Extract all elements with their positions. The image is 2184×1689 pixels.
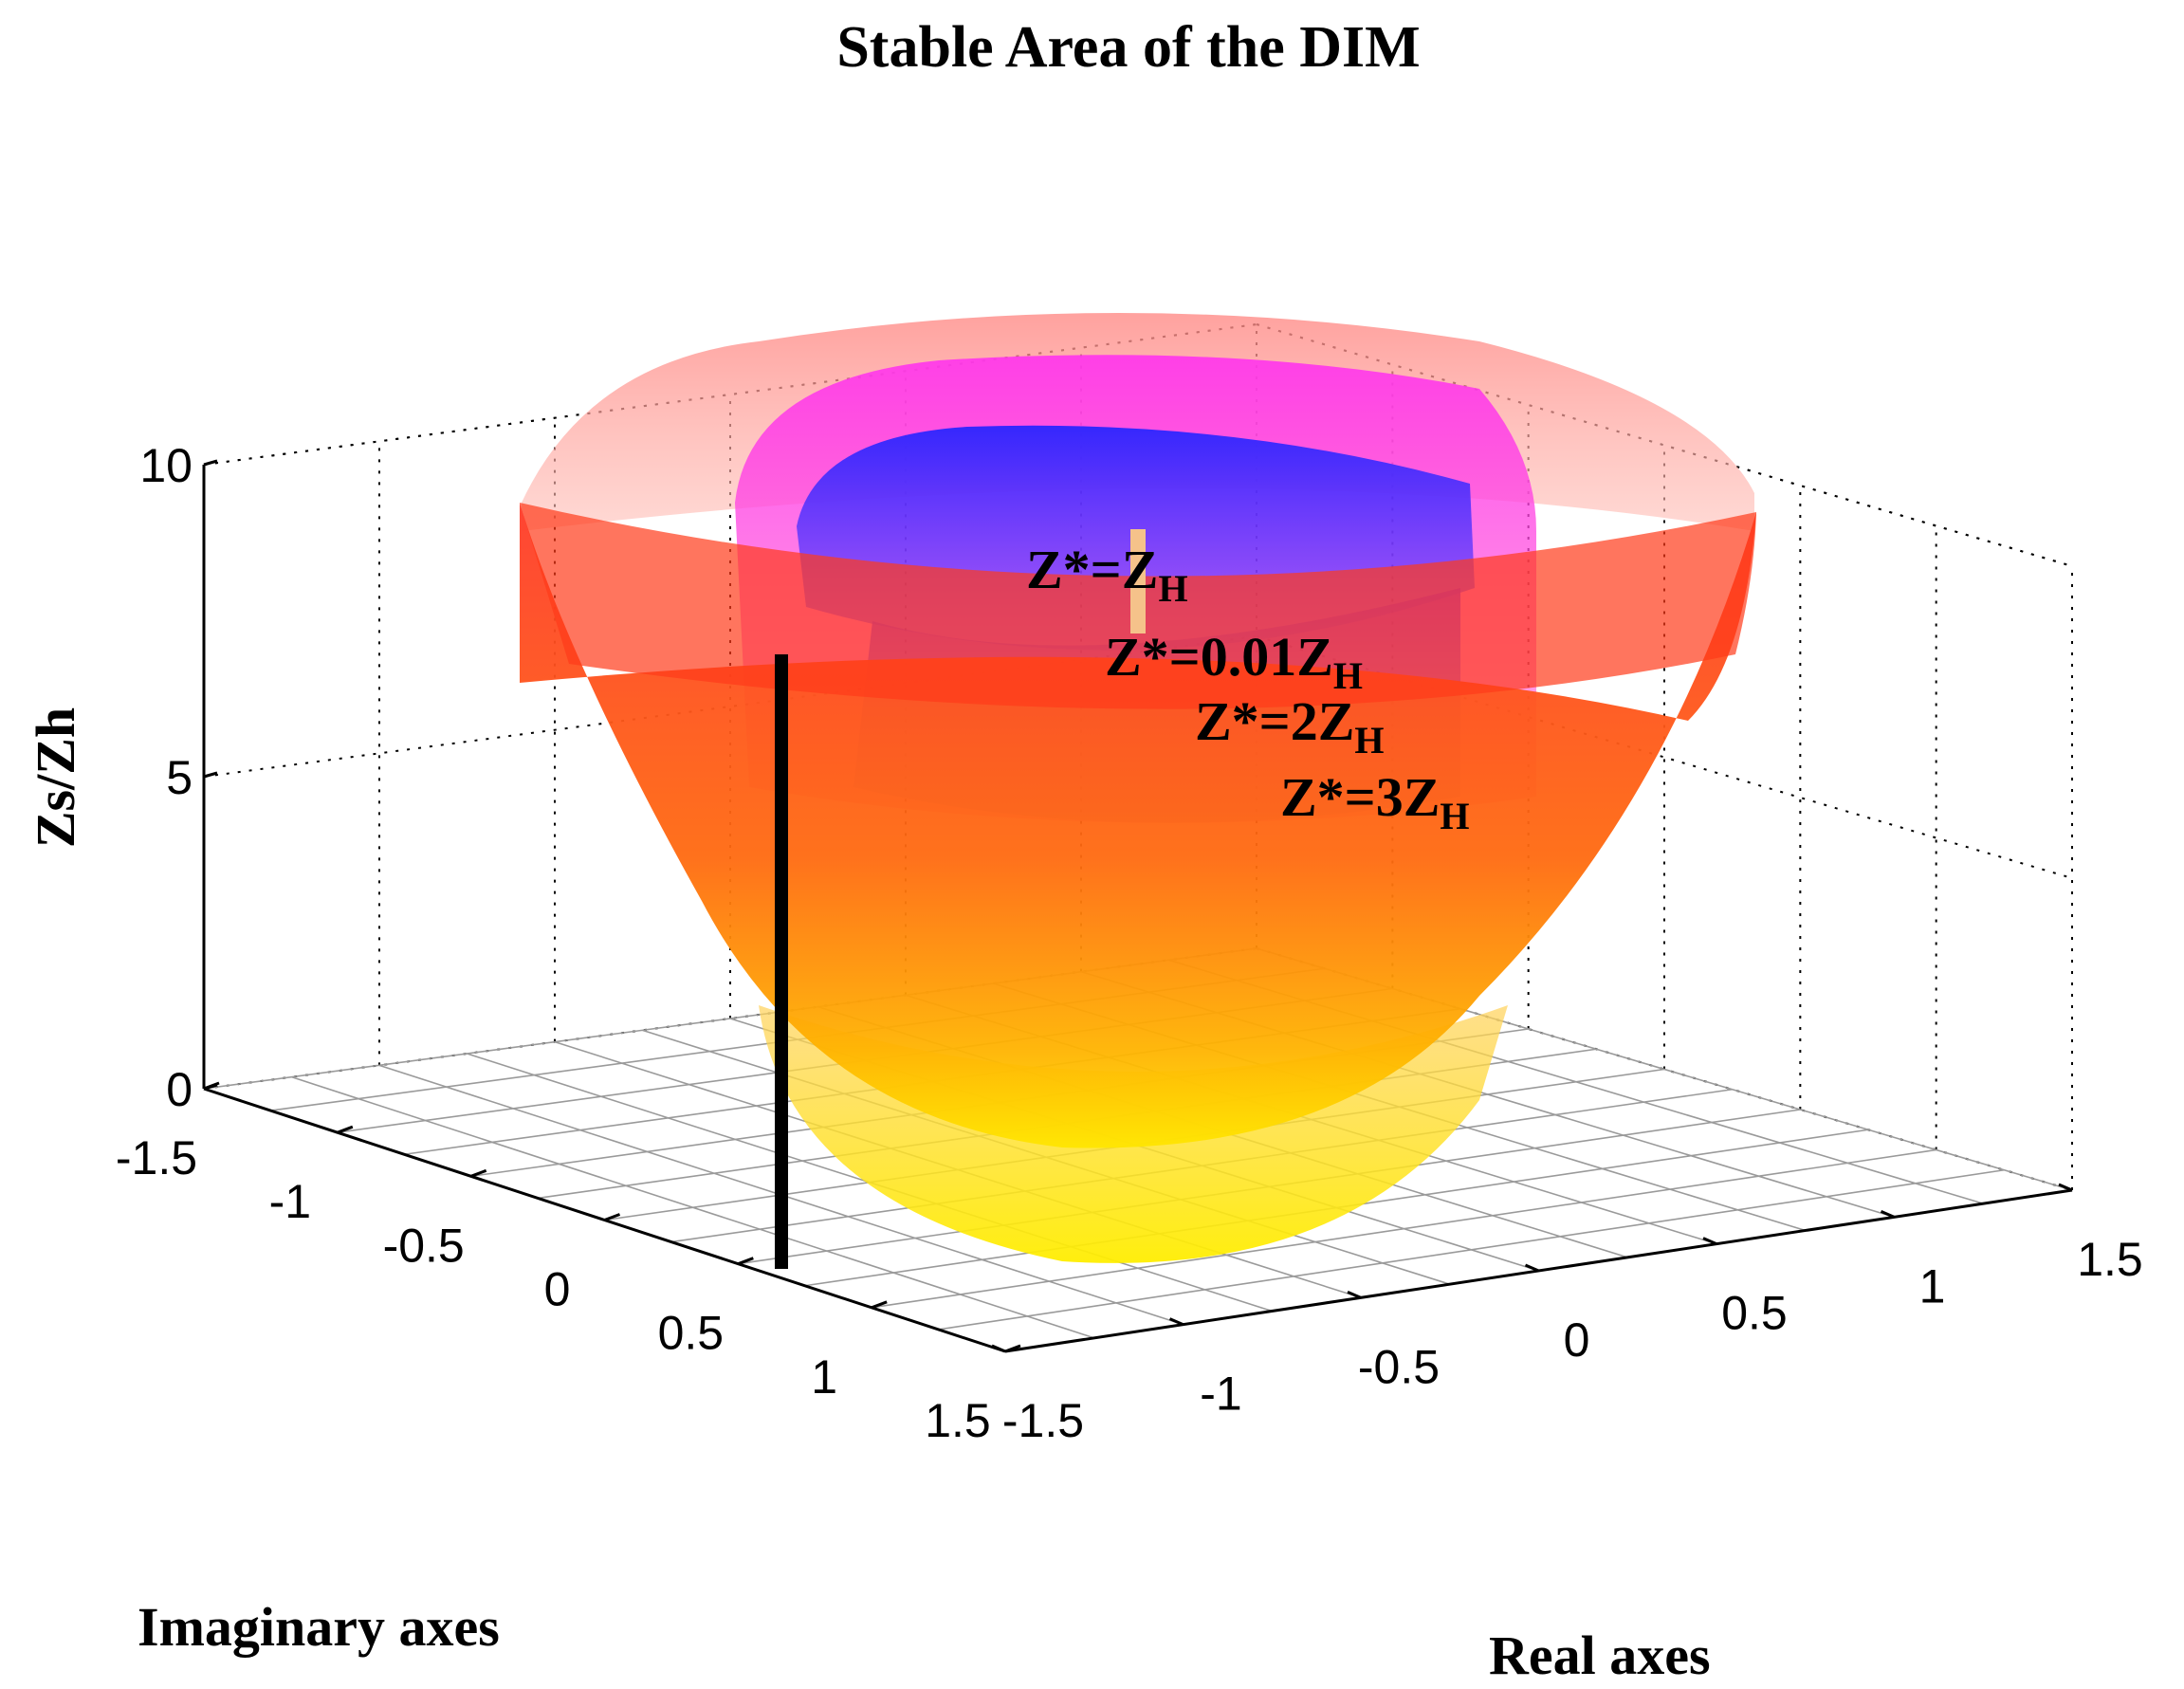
annotation-series-2: Z*=0.01ZH <box>1105 626 1363 697</box>
y-tick-mark <box>470 1168 487 1178</box>
annotation-series-4-main: Z*=3Z <box>1280 766 1440 828</box>
y-tick-mark <box>603 1213 621 1221</box>
y-tick-label: -1.5 <box>116 1131 197 1184</box>
y-tick-mark <box>1004 1344 1021 1353</box>
annotation-series-1-prefix: Z <box>1122 539 1159 600</box>
x-tick-label: -1.5 <box>1002 1394 1084 1447</box>
y-axis-label: Imaginary axes <box>138 1596 500 1658</box>
series-annotations: Z*=ZH Z*=0.01ZH Z*=2ZH Z*=3ZH <box>1026 539 1470 837</box>
y-tick-mark <box>203 1081 220 1091</box>
z-axis-label: Zs/Zh <box>25 707 86 848</box>
x-tick-label: -1 <box>1200 1368 1241 1421</box>
x-axis-label: Real axes <box>1489 1625 1711 1686</box>
y-tick-label: 1.5 <box>925 1394 991 1447</box>
annotation-series-1-sub: H <box>1158 567 1187 610</box>
y-tick-mark <box>737 1257 754 1266</box>
y-tick-label: -1 <box>269 1175 311 1228</box>
x-axis-ticks: -1.5 -1 -0.5 0 0.5 1 1.5 <box>991 1183 2143 1447</box>
x-tick-mark <box>2058 1183 2073 1192</box>
x-tick-label: 1 <box>1919 1259 1946 1313</box>
y-tick-label: -0.5 <box>383 1219 465 1272</box>
y-axis-ticks: -1.5 -1 -0.5 0 0.5 1 1.5 <box>116 1081 1021 1447</box>
chart-title: Stable Area of the DIM <box>836 15 1420 80</box>
annotation-series-4: Z*=3ZH <box>1280 766 1470 837</box>
annotation-series-2-sub: H <box>1333 654 1363 697</box>
y-tick-label: 0.5 <box>658 1307 725 1360</box>
annotation-series-1-main: Z*= <box>1026 539 1122 600</box>
annotation-series-4-sub: H <box>1440 795 1469 837</box>
floor-grid-line <box>938 1168 2005 1331</box>
x-tick-mark <box>991 1344 1006 1353</box>
x-tick-label: 1.5 <box>2077 1233 2143 1286</box>
z-axis-ticks: 0 5 10 <box>139 439 218 1116</box>
z-tick-mark <box>203 459 218 467</box>
x-tick-mark <box>1524 1263 1540 1273</box>
x-tick-mark <box>1880 1209 1896 1219</box>
x-tick-label: 0.5 <box>1721 1287 1788 1340</box>
y-tick-mark <box>337 1125 354 1134</box>
annotation-series-1: Z*=ZH <box>1026 539 1188 610</box>
surfaces <box>520 313 1756 1263</box>
y-tick-label: 0 <box>544 1263 571 1316</box>
x-tick-mark <box>1702 1237 1717 1246</box>
z-tick-label: 0 <box>166 1063 193 1116</box>
x-tick-label: -0.5 <box>1358 1340 1440 1393</box>
y-tick-mark <box>871 1300 888 1310</box>
z-tick-label: 10 <box>139 439 193 492</box>
z-tick-label: 5 <box>166 751 193 804</box>
marker-bar-peach <box>1130 529 1146 633</box>
annotation-series-2-main: Z*=0.01Z <box>1105 626 1333 688</box>
x-tick-label: 0 <box>1564 1313 1590 1367</box>
x-tick-mark <box>1347 1290 1362 1299</box>
y-tick-label: 1 <box>811 1350 837 1404</box>
z-tick-mark <box>203 771 218 779</box>
annotation-series-3-sub: H <box>1354 719 1384 762</box>
x-tick-mark <box>1168 1317 1184 1327</box>
marker-bar-black <box>775 654 788 1269</box>
annotation-series-3-main: Z*=2Z <box>1195 690 1354 752</box>
annotation-series-3: Z*=2ZH <box>1195 690 1385 762</box>
